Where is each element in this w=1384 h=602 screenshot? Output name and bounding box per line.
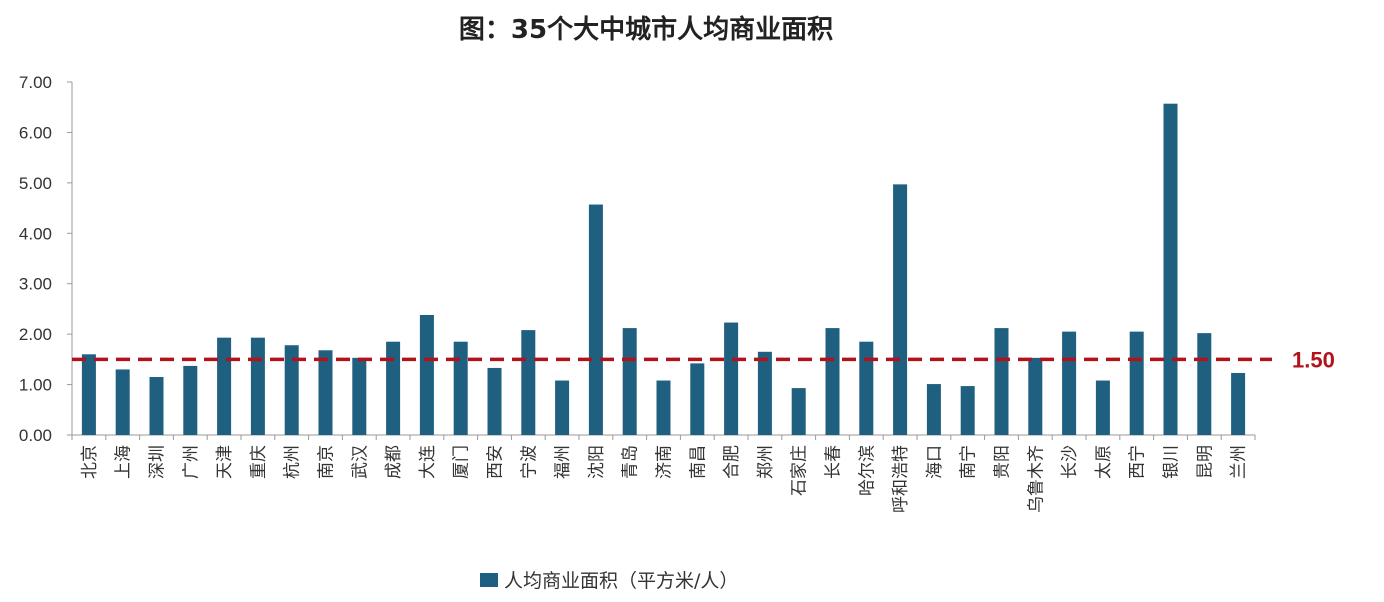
- x-tick-label: 石家庄: [790, 445, 810, 496]
- x-tick-label: 福州: [553, 445, 573, 479]
- reference-line-group: 1.50: [72, 347, 1335, 372]
- bar: [1062, 331, 1077, 435]
- x-tick-label: 银川: [1162, 445, 1182, 479]
- x-tick-label: 南昌: [688, 445, 708, 479]
- bar: [318, 350, 333, 435]
- bar: [419, 314, 434, 435]
- bar: [217, 337, 232, 435]
- y-tick-label: 2.00: [19, 325, 52, 344]
- x-tick-label: 青岛: [621, 445, 641, 479]
- bar: [453, 341, 468, 435]
- bar: [555, 380, 570, 435]
- bar: [183, 365, 198, 435]
- x-tick-label: 西宁: [1128, 445, 1148, 479]
- x-tick-label: 西安: [486, 445, 506, 479]
- x-tick-label: 哈尔滨: [857, 445, 877, 496]
- bar-series: [81, 103, 1246, 435]
- y-tick-label: 6.00: [19, 123, 52, 142]
- x-tick-label: 兰州: [1229, 445, 1249, 479]
- bar: [284, 345, 299, 435]
- x-tick-label: 海口: [925, 445, 945, 479]
- y-tick-label: 5.00: [19, 174, 52, 193]
- x-tick-label: 合肥: [722, 445, 742, 479]
- bar: [1095, 380, 1110, 435]
- legend-label: 人均商业面积（平方米/人）: [504, 570, 738, 592]
- reference-line-label: 1.50: [1292, 347, 1335, 372]
- bar: [1163, 103, 1178, 435]
- bar: [994, 328, 1009, 435]
- x-tick-label: 太原: [1094, 445, 1114, 479]
- y-tick-label: 0.00: [19, 426, 52, 445]
- x-tick-label: 昆明: [1195, 445, 1215, 479]
- x-tick-label: 广州: [181, 445, 201, 479]
- x-tick-label: 天津: [215, 445, 235, 479]
- bar: [81, 354, 96, 435]
- bar: [149, 377, 164, 435]
- y-tick-label: 7.00: [19, 73, 52, 92]
- bar: [926, 384, 941, 435]
- legend-swatch: [480, 573, 498, 587]
- x-tick-label: 沈阳: [587, 445, 607, 479]
- x-tick-label: 成都: [384, 445, 404, 479]
- bar: [115, 369, 130, 435]
- x-tick-label: 济南: [655, 445, 675, 479]
- bar: [791, 388, 806, 435]
- bar: [960, 386, 975, 435]
- bar: [757, 351, 772, 435]
- x-tick-label: 武汉: [350, 445, 370, 479]
- x-tick-label: 贵阳: [993, 445, 1013, 479]
- x-tick-label: 厦门: [452, 445, 472, 479]
- y-tick-label: 1.00: [19, 376, 52, 395]
- x-tick-label: 北京: [80, 445, 100, 479]
- y-tick-label: 4.00: [19, 224, 52, 243]
- x-tick-label: 重庆: [249, 445, 269, 479]
- bar: [521, 330, 536, 435]
- bar: [622, 328, 637, 435]
- x-tick-label: 上海: [114, 445, 134, 479]
- bar: [825, 328, 840, 435]
- bar: [859, 341, 874, 435]
- bar: [1028, 357, 1043, 435]
- bar: [1197, 333, 1212, 435]
- bar: [386, 341, 401, 435]
- x-tick-label: 呼和浩特: [891, 445, 911, 513]
- x-tick-label: 深圳: [148, 445, 168, 479]
- bar: [656, 380, 671, 435]
- bar: [724, 322, 739, 435]
- x-tick-label: 乌鲁木齐: [1026, 445, 1046, 513]
- x-tick-label: 杭州: [283, 445, 303, 479]
- x-axis: 北京 上海 深圳 广州 天津 重庆 杭州 南京 武汉 成都 大连 厦门 西安 宁波 福州 沈阳 青岛 济南 南昌 合肥…: [71, 434, 1256, 513]
- x-tick-label: 长沙: [1060, 445, 1080, 479]
- bar: [487, 367, 502, 435]
- chart-title: 图：35个大中城市人均商业面积: [459, 14, 833, 45]
- x-tick-label: 南京: [317, 445, 337, 479]
- bar: [1129, 331, 1144, 435]
- x-tick-label: 宁波: [519, 445, 539, 479]
- x-tick-label: 长春: [824, 445, 844, 479]
- y-tick-label: 3.00: [19, 275, 52, 294]
- bar: [250, 337, 265, 435]
- bar: [352, 357, 367, 435]
- bar: [690, 363, 705, 435]
- legend: 人均商业面积（平方米/人）: [480, 570, 738, 592]
- x-tick-label: 南宁: [959, 445, 979, 479]
- y-axis: 0.00 1.00 2.00 3.00 4.00 5.00 6.00 7.00: [19, 73, 73, 445]
- bar: [1231, 372, 1246, 435]
- x-tick-label: 郑州: [756, 445, 776, 479]
- x-tick-label: 大连: [418, 445, 438, 479]
- bar: [588, 204, 603, 435]
- bar: [893, 184, 908, 435]
